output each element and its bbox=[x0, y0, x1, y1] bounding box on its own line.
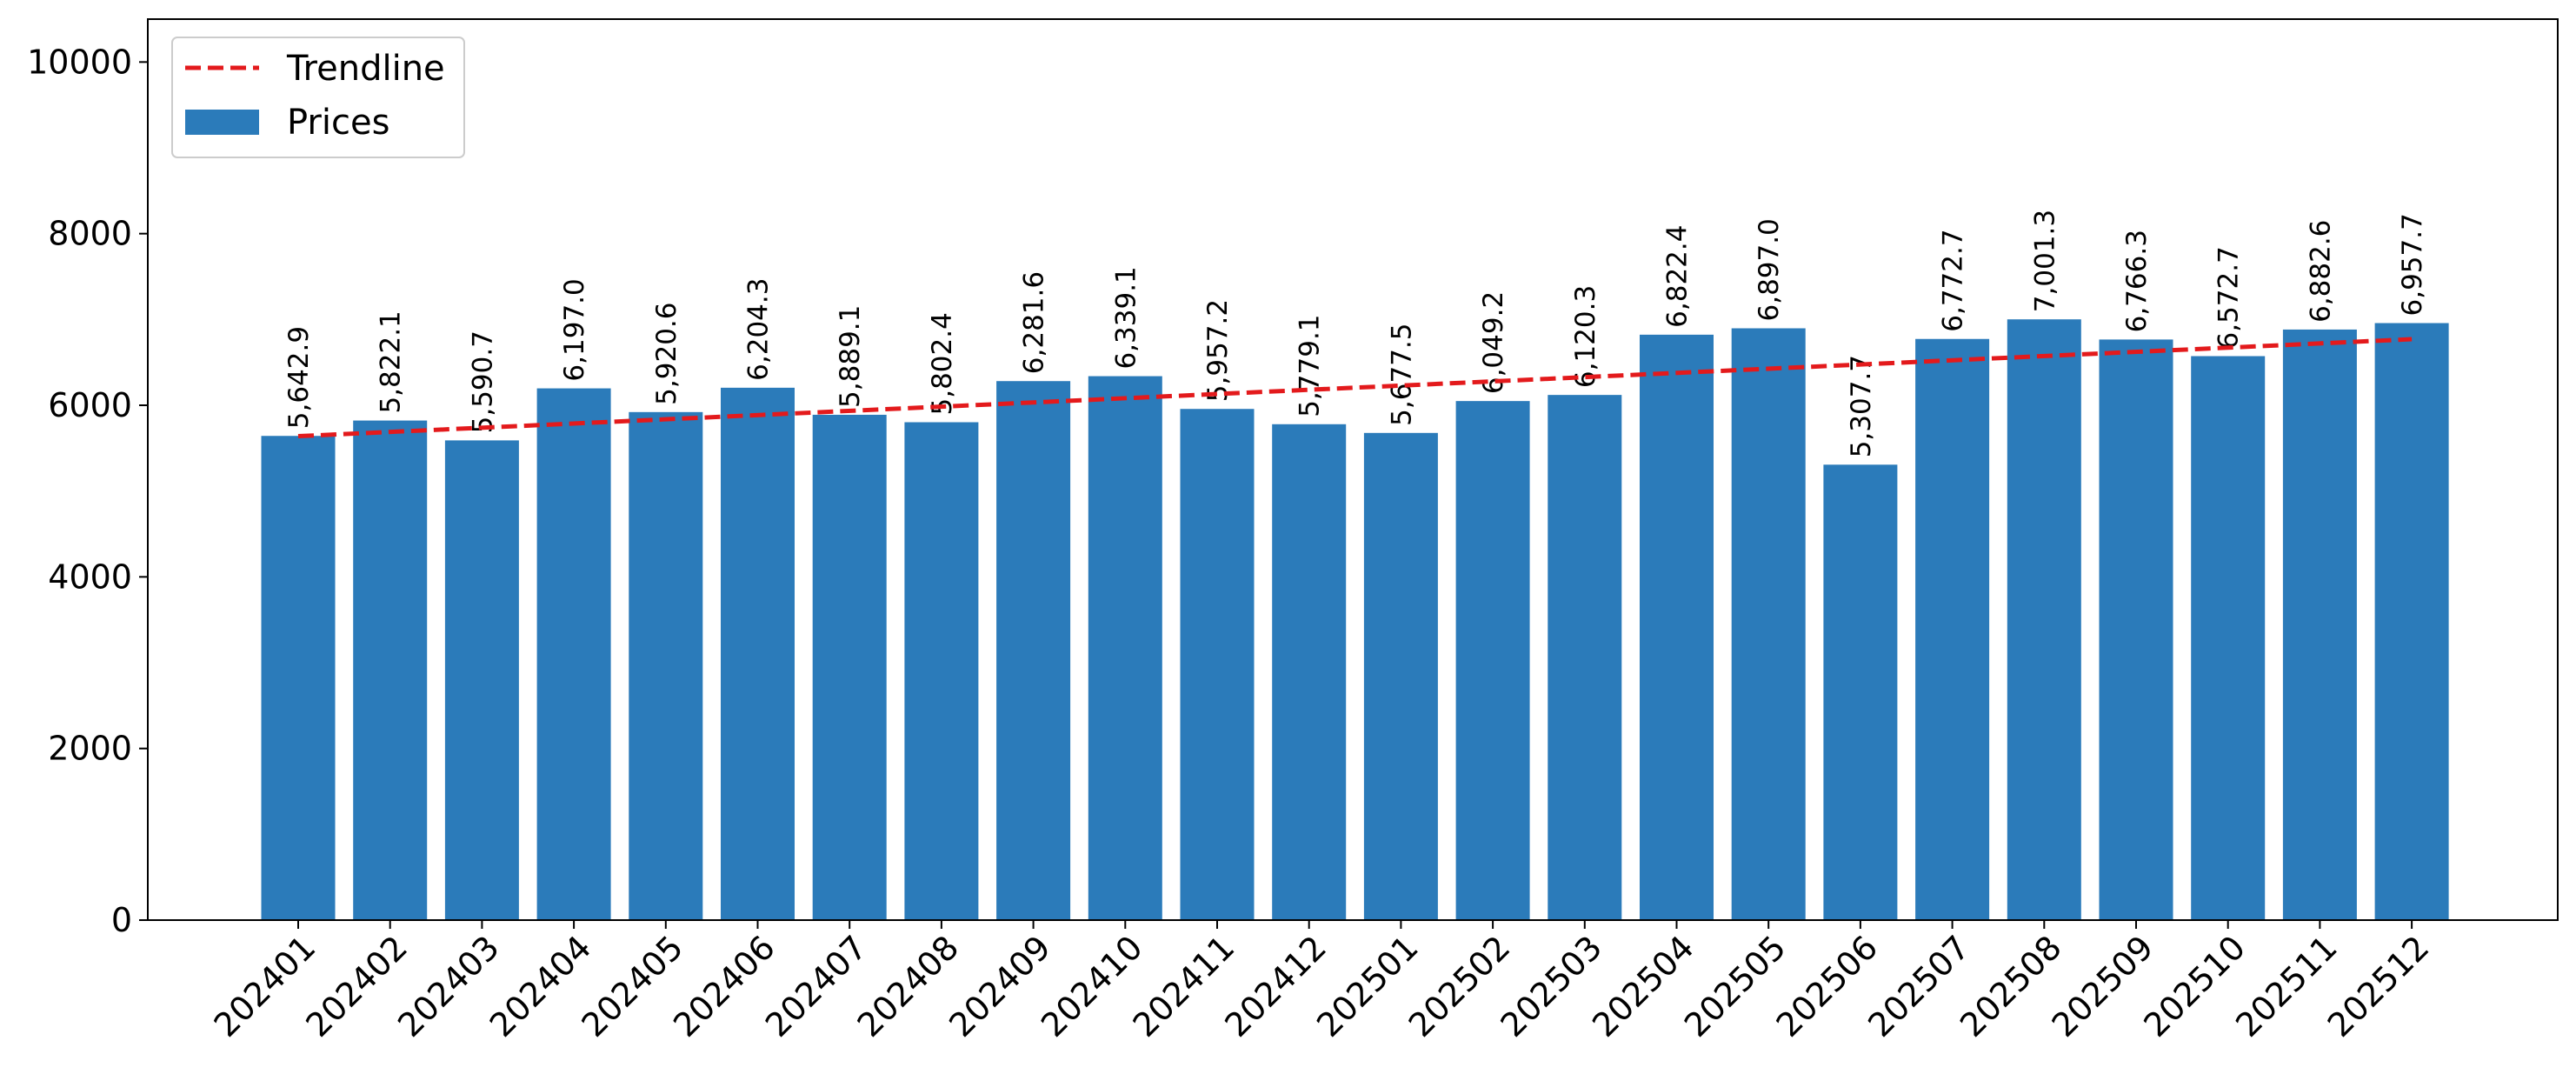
x-tick-label-202504: 202504 bbox=[1585, 928, 1701, 1044]
data-label-202506: 5,307.7 bbox=[1846, 355, 1877, 457]
data-label-202502: 6,049.2 bbox=[1478, 291, 1509, 394]
x-tick-label-202505: 202505 bbox=[1677, 928, 1794, 1044]
bar-202405 bbox=[629, 411, 703, 921]
x-tick-label-202502: 202502 bbox=[1401, 928, 1518, 1044]
data-label-202406: 6,204.3 bbox=[743, 278, 775, 381]
x-axis: 2024012024022024032024042024052024062024… bbox=[207, 920, 2437, 1044]
data-label-202407: 5,889.1 bbox=[835, 305, 866, 408]
x-tick-label-202506: 202506 bbox=[1769, 928, 1886, 1044]
data-label-202507: 6,772.7 bbox=[1938, 229, 1969, 331]
x-tick-label-202403: 202403 bbox=[390, 928, 507, 1044]
data-label-202409: 6,281.6 bbox=[1019, 271, 1050, 374]
y-tick-label-8000: 8000 bbox=[48, 215, 132, 253]
bar-202511 bbox=[2282, 329, 2357, 920]
data-label-202404: 6,197.0 bbox=[559, 278, 590, 381]
x-tick-label-202407: 202407 bbox=[758, 928, 875, 1044]
data-label-202403: 5,590.7 bbox=[467, 330, 498, 433]
bar-202408 bbox=[904, 422, 979, 920]
data-label-202410: 6,339.1 bbox=[1110, 266, 1142, 369]
legend-prices-label: Prices bbox=[287, 103, 389, 143]
x-tick-label-202512: 202512 bbox=[2320, 928, 2437, 1044]
trendline-group bbox=[297, 337, 2413, 439]
y-tick-label-4000: 4000 bbox=[48, 557, 132, 596]
data-label-202510: 6,572.7 bbox=[2213, 246, 2245, 349]
bar-202512 bbox=[2374, 323, 2449, 920]
y-axis: 0 2000 4000 6000 8000 10000 bbox=[27, 43, 148, 939]
data-label-202511: 6,882.6 bbox=[2305, 220, 2336, 323]
x-tick-label-202412: 202412 bbox=[1217, 928, 1334, 1044]
x-tick-label-202402: 202402 bbox=[298, 928, 415, 1044]
data-label-202402: 5,822.1 bbox=[376, 310, 407, 413]
x-tick-label-202408: 202408 bbox=[850, 928, 967, 1044]
y-tick-label-6000: 6000 bbox=[48, 386, 132, 424]
bar-202411 bbox=[1180, 409, 1255, 921]
plot-frame bbox=[147, 18, 2559, 921]
bars-group bbox=[261, 319, 2449, 921]
bar-202401 bbox=[261, 436, 336, 920]
bar-202407 bbox=[812, 414, 887, 920]
bar-202509 bbox=[2099, 339, 2173, 920]
bar-202510 bbox=[2191, 356, 2266, 920]
x-tick-label-202401: 202401 bbox=[207, 928, 323, 1044]
x-tick-label-202411: 202411 bbox=[1126, 928, 1242, 1044]
x-tick-label-202409: 202409 bbox=[942, 928, 1058, 1044]
data-label-202512: 6,957.7 bbox=[2397, 213, 2428, 316]
legend-trendline-label: Trendline bbox=[286, 49, 445, 89]
bar-202409 bbox=[996, 381, 1071, 920]
data-label-202509: 6,766.3 bbox=[2121, 230, 2153, 332]
x-tick-label-202410: 202410 bbox=[1034, 928, 1150, 1044]
trendline bbox=[297, 337, 2413, 439]
bar-202402 bbox=[353, 420, 428, 920]
x-tick-label-202501: 202501 bbox=[1309, 928, 1426, 1044]
bar-202507 bbox=[1915, 338, 1990, 920]
legend: Trendline Prices bbox=[171, 37, 465, 158]
x-tick-label-202406: 202406 bbox=[666, 928, 782, 1044]
bar-202502 bbox=[1455, 401, 1530, 920]
x-tick-label-202510: 202510 bbox=[2136, 928, 2253, 1044]
data-label-202508: 7,001.3 bbox=[2029, 210, 2060, 312]
x-tick-label-202508: 202508 bbox=[1953, 928, 2069, 1044]
bar-202412 bbox=[1272, 424, 1347, 920]
bar-202406 bbox=[721, 387, 795, 920]
data-label-202411: 5,957.2 bbox=[1202, 299, 1234, 402]
data-label-202505: 6,897.0 bbox=[1754, 218, 1785, 321]
data-label-202503: 6,120.3 bbox=[1570, 285, 1601, 388]
data-label-202401: 5,642.9 bbox=[283, 326, 315, 429]
bar-202505 bbox=[1731, 328, 1806, 921]
y-tick-label-0: 0 bbox=[111, 901, 132, 939]
data-label-202501: 5,677.5 bbox=[1386, 323, 1417, 425]
y-tick-label-2000: 2000 bbox=[48, 730, 132, 768]
x-tick-label-202405: 202405 bbox=[574, 928, 690, 1044]
bar-202410 bbox=[1088, 376, 1162, 921]
bar-202501 bbox=[1363, 432, 1438, 920]
data-label-202405: 5,920.6 bbox=[651, 303, 682, 405]
bar-202504 bbox=[1640, 334, 1714, 920]
data-labels-group: 5,642.9 5,822.1 5,590.7 6,197.0 5,920.6 6,204… bbox=[283, 210, 2428, 457]
y-tick-label-10000: 10000 bbox=[27, 43, 132, 81]
x-tick-label-202511: 202511 bbox=[2228, 928, 2345, 1044]
bar-202503 bbox=[1548, 395, 1622, 921]
bar-202506 bbox=[1823, 464, 1898, 920]
bar-202404 bbox=[536, 388, 611, 921]
x-tick-label-202507: 202507 bbox=[1860, 928, 1977, 1044]
data-label-202412: 5,779.1 bbox=[1295, 314, 1326, 417]
legend-prices-swatch bbox=[185, 110, 259, 135]
x-tick-label-202503: 202503 bbox=[1493, 928, 1609, 1044]
bar-202403 bbox=[444, 440, 519, 920]
x-tick-label-202509: 202509 bbox=[2045, 928, 2161, 1044]
data-label-202504: 6,822.4 bbox=[1662, 225, 1694, 328]
x-tick-label-202404: 202404 bbox=[483, 928, 599, 1044]
bar-202508 bbox=[2007, 319, 2081, 920]
data-label-202408: 5,802.4 bbox=[927, 312, 958, 415]
